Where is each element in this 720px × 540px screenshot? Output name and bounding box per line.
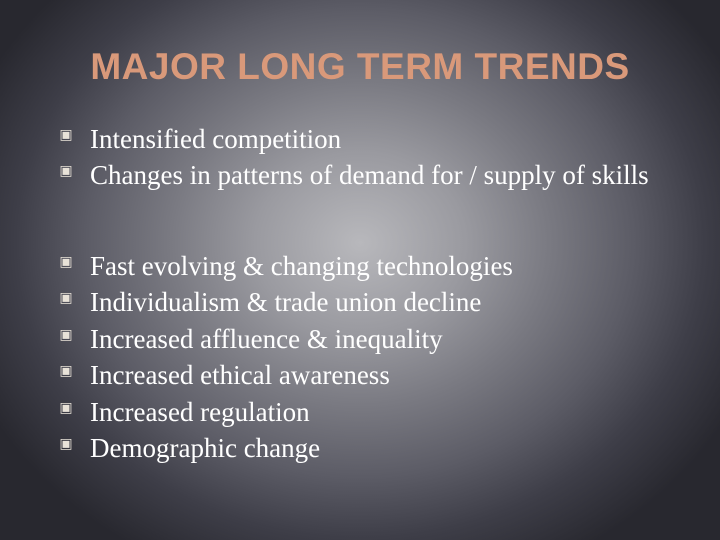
list-item-text: Fast evolving & changing technologies (90, 248, 678, 284)
list-item: ▣Increased regulation (42, 394, 678, 430)
slide: MAJOR LONG TERM TRENDS ▣Intensified comp… (0, 0, 720, 540)
list-item: ▣Changes in patterns of demand for / sup… (42, 157, 678, 193)
bullet-icon: ▣ (42, 325, 90, 344)
bullet-icon: ▣ (42, 434, 90, 453)
bullet-icon: ▣ (42, 288, 90, 307)
list-item: ▣Increased ethical awareness (42, 357, 678, 393)
bullet-icon: ▣ (42, 398, 90, 417)
list-item-text: Individualism & trade union decline (90, 284, 678, 320)
bullet-icon: ▣ (42, 125, 90, 144)
list-item: ▣Individualism & trade union decline (42, 284, 678, 320)
bullet-groups: ▣Intensified competition▣Changes in patt… (42, 121, 678, 467)
bullet-group: ▣Intensified competition▣Changes in patt… (42, 121, 678, 194)
list-item-text: Increased ethical awareness (90, 357, 678, 393)
list-item: ▣Intensified competition (42, 121, 678, 157)
bullet-icon: ▣ (42, 161, 90, 180)
slide-title: MAJOR LONG TERM TRENDS (42, 48, 678, 85)
bullet-icon: ▣ (42, 361, 90, 380)
list-item-text: Demographic change (90, 430, 678, 466)
list-item: ▣Increased affluence & inequality (42, 321, 678, 357)
list-item-text: Increased regulation (90, 394, 678, 430)
list-item-text: Intensified competition (90, 121, 678, 157)
bullet-group: ▣Fast evolving & changing technologies▣I… (42, 248, 678, 467)
list-item: ▣Fast evolving & changing technologies (42, 248, 678, 284)
list-item: ▣Demographic change (42, 430, 678, 466)
bullet-icon: ▣ (42, 252, 90, 271)
list-item-text: Increased affluence & inequality (90, 321, 678, 357)
list-item-text: Changes in patterns of demand for / supp… (90, 157, 678, 193)
